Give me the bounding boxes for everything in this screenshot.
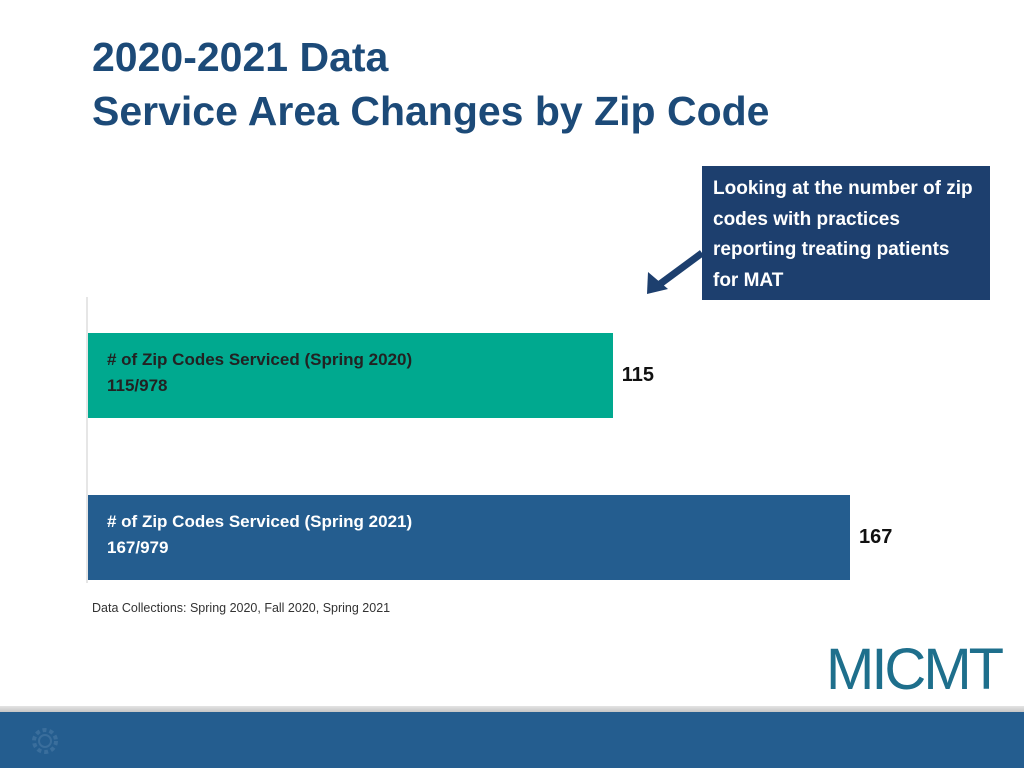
micmt-logo: MICMT — [826, 641, 1004, 699]
gear-icon — [32, 728, 58, 754]
bar-sublabel-2021: 167/979 — [107, 538, 169, 557]
bar-label-2021: # of Zip Codes Serviced (Spring 2021) — [107, 512, 413, 531]
bar-spring-2021: # of Zip Codes Serviced (Spring 2021) 16… — [88, 495, 850, 580]
data-label-2021: 167 — [859, 526, 893, 548]
title-line-1: 2020-2021 Data — [92, 34, 389, 80]
bar-sublabel-2020: 115/978 — [107, 376, 168, 395]
data-label-2020: 115 — [621, 364, 654, 386]
page-title: 2020-2021 Data Service Area Changes by Z… — [92, 30, 769, 138]
arrow-shaft — [657, 250, 705, 287]
logo-text: MICMT — [826, 637, 1004, 702]
footer-shadow — [0, 706, 1024, 714]
arrow-head — [647, 272, 668, 294]
chart-axis — [86, 297, 88, 583]
bar-spring-2020: # of Zip Codes Serviced (Spring 2020) 11… — [88, 333, 613, 418]
bar-label-2020: # of Zip Codes Serviced (Spring 2020) — [107, 350, 413, 369]
title-line-2: Service Area Changes by Zip Code — [92, 88, 770, 134]
callout-box: Looking at the number of zip codes with … — [702, 166, 990, 300]
footnote: Data Collections: Spring 2020, Fall 2020… — [92, 601, 391, 615]
footer-bar — [0, 712, 1024, 768]
